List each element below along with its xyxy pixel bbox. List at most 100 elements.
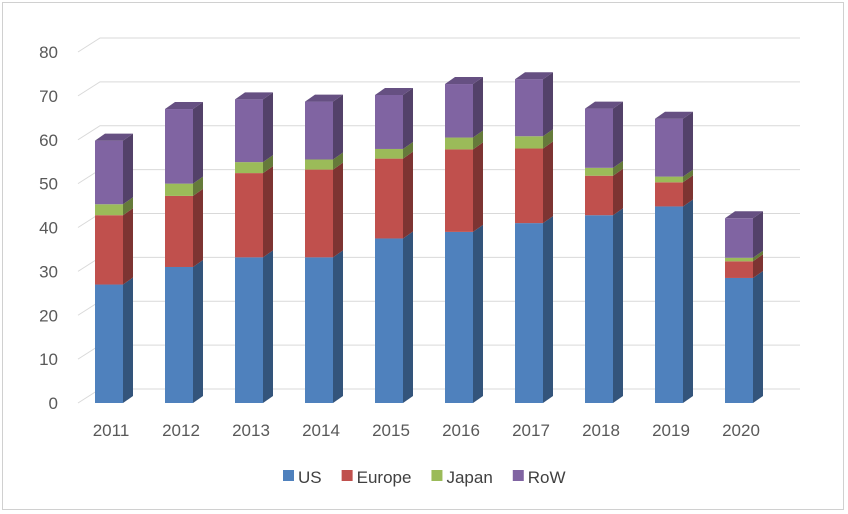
bar-segment-japan-2020 bbox=[725, 257, 753, 262]
bar-segment-japan-2014 bbox=[305, 159, 333, 170]
gridline bbox=[77, 125, 800, 141]
bar-side-japan-2011 bbox=[123, 197, 133, 216]
bar-stack-2018 bbox=[585, 101, 623, 403]
bars-layer bbox=[95, 72, 763, 403]
bar-segment-japan-2018 bbox=[585, 167, 613, 176]
bar-side-japan-2020 bbox=[753, 250, 763, 262]
bar-top-2017 bbox=[515, 72, 553, 80]
gridline bbox=[77, 81, 800, 97]
bar-side-row-2013 bbox=[263, 92, 273, 163]
x-tick-label: 2011 bbox=[93, 421, 130, 440]
bar-segment-row-2020 bbox=[725, 218, 753, 258]
bar-segment-row-2013 bbox=[235, 99, 263, 163]
bar-segment-us-2015 bbox=[375, 238, 403, 403]
bar-segment-us-2013 bbox=[235, 257, 263, 403]
bar-top-2019 bbox=[655, 111, 693, 119]
bar-segment-europe-2015 bbox=[375, 158, 403, 239]
bar-segment-europe-2017 bbox=[515, 148, 543, 224]
bar-top-2015 bbox=[375, 87, 413, 95]
bar-segment-europe-2020 bbox=[725, 261, 753, 278]
x-tick-label: 2018 bbox=[582, 421, 620, 440]
bar-side-row-2012 bbox=[193, 102, 203, 184]
bar-side-europe-2012 bbox=[193, 188, 203, 267]
x-tick-label: 2013 bbox=[232, 421, 270, 440]
bar-segment-us-2018 bbox=[585, 215, 613, 403]
bar-segment-row-2017 bbox=[515, 79, 543, 137]
legend-label-japan: Japan bbox=[446, 468, 492, 487]
bar-side-europe-2016 bbox=[473, 142, 483, 232]
bar-top-2016 bbox=[445, 77, 483, 85]
x-axis: 2011 2012 2013 2014 2015 2016 2017 2018 2019 2020 bbox=[93, 421, 760, 440]
y-tick-label: 40 bbox=[39, 219, 58, 238]
bar-segment-us-2019 bbox=[655, 206, 683, 403]
bar-side-japan-2018 bbox=[613, 160, 623, 176]
y-axis: 0 10 20 30 40 50 60 70 80 bbox=[39, 43, 58, 413]
bar-side-row-2018 bbox=[613, 101, 623, 168]
bar-side-japan-2014 bbox=[333, 152, 343, 170]
x-tick-label: 2014 bbox=[302, 421, 340, 440]
bar-segment-row-2016 bbox=[445, 84, 473, 138]
bar-segment-us-2012 bbox=[165, 266, 193, 403]
bar-top-2013 bbox=[235, 92, 273, 100]
bar-side-us-2018 bbox=[613, 208, 623, 403]
y-tick-label: 0 bbox=[49, 394, 58, 413]
bar-side-row-2019 bbox=[683, 111, 693, 177]
bar-side-us-2015 bbox=[403, 231, 413, 403]
bar-side-europe-2014 bbox=[333, 162, 343, 258]
bar-side-us-2011 bbox=[123, 277, 133, 403]
bar-side-europe-2013 bbox=[263, 166, 273, 258]
bar-side-us-2019 bbox=[683, 199, 693, 403]
legend-swatch-row bbox=[512, 470, 524, 481]
bar-side-us-2016 bbox=[473, 224, 483, 403]
bar-side-europe-2018 bbox=[613, 168, 623, 216]
bar-segment-japan-2017 bbox=[515, 136, 543, 149]
legend-swatch-us bbox=[283, 470, 294, 481]
bar-side-europe-2011 bbox=[123, 208, 133, 285]
bar-side-japan-2019 bbox=[683, 169, 693, 183]
bar-segment-us-2016 bbox=[445, 231, 473, 403]
legend-label-row: RoW bbox=[528, 468, 566, 487]
bar-side-europe-2015 bbox=[403, 151, 413, 239]
bar-side-europe-2019 bbox=[683, 175, 693, 207]
bar-stack-2019 bbox=[655, 111, 693, 403]
bar-segment-row-2012 bbox=[165, 109, 193, 184]
bar-segment-us-2011 bbox=[95, 284, 123, 403]
bar-stack-2017 bbox=[515, 72, 553, 403]
bar-stack-2013 bbox=[235, 92, 273, 403]
bar-side-japan-2012 bbox=[193, 176, 203, 196]
legend-swatch-japan bbox=[431, 470, 443, 481]
x-tick-label: 2016 bbox=[442, 421, 480, 440]
bar-segment-europe-2018 bbox=[585, 175, 613, 216]
y-tick-label: 70 bbox=[39, 87, 58, 106]
bar-side-row-2015 bbox=[403, 87, 413, 149]
x-tick-label: 2019 bbox=[652, 421, 690, 440]
bar-side-us-2013 bbox=[263, 250, 273, 403]
y-tick-label: 60 bbox=[39, 131, 58, 150]
bar-side-row-2014 bbox=[333, 94, 343, 160]
bar-stack-2016 bbox=[445, 77, 483, 403]
bar-top-2012 bbox=[165, 102, 203, 110]
gridline bbox=[77, 37, 800, 53]
bar-segment-japan-2016 bbox=[445, 137, 473, 150]
bar-segment-row-2011 bbox=[95, 140, 123, 205]
bar-segment-japan-2019 bbox=[655, 176, 683, 183]
y-tick-label: 30 bbox=[39, 262, 58, 281]
bar-top-2020 bbox=[725, 211, 763, 219]
bar-segment-japan-2011 bbox=[95, 204, 123, 216]
bar-side-us-2014 bbox=[333, 250, 343, 403]
bar-segment-row-2019 bbox=[655, 118, 683, 177]
bar-top-2014 bbox=[305, 94, 343, 102]
legend: US Europe Japan RoW bbox=[283, 468, 566, 487]
bar-stack-2012 bbox=[165, 102, 203, 403]
bar-segment-us-2014 bbox=[305, 257, 333, 403]
x-tick-label: 2012 bbox=[162, 421, 200, 440]
bar-side-japan-2015 bbox=[403, 141, 413, 159]
bar-side-us-2017 bbox=[543, 216, 553, 403]
bar-stack-2011 bbox=[95, 133, 133, 403]
bar-side-row-2020 bbox=[753, 211, 763, 258]
bar-segment-row-2018 bbox=[585, 108, 613, 168]
legend-label-us: US bbox=[298, 468, 322, 487]
legend-swatch-europe bbox=[341, 470, 353, 481]
bar-side-us-2012 bbox=[193, 259, 203, 403]
